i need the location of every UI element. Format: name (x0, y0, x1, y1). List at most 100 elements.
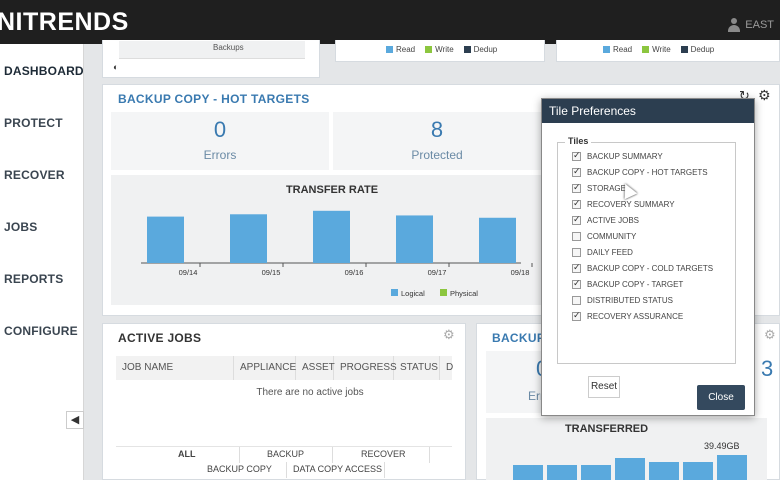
x-tick-label: 09/15 (262, 268, 281, 277)
nav-reports[interactable]: REPORTS (4, 272, 64, 286)
filter-recover[interactable]: RECOVER (361, 449, 406, 459)
logical-bar (396, 215, 433, 263)
tile-checkbox[interactable] (572, 232, 581, 241)
tile-checkbox[interactable] (572, 214, 581, 225)
tile-checkbox[interactable] (572, 310, 581, 321)
filter-all[interactable]: ALL (178, 449, 196, 459)
filter-backup-copy[interactable]: BACKUP COPY (207, 464, 272, 474)
logical-bar (479, 217, 516, 263)
tile-checkbox[interactable] (572, 296, 581, 305)
transferred-bar (615, 458, 645, 480)
legend-dedup-2: Dedup (680, 45, 714, 54)
empty-jobs-message: There are no active jobs (256, 387, 364, 398)
write-swatch (642, 46, 650, 53)
refresh-icon[interactable]: ↻ (739, 88, 750, 103)
top-bar: NITRENDS EAST (0, 0, 780, 44)
loading-icon: ◐ (113, 62, 119, 72)
storage-tile-strip: Read Write Dedup (335, 40, 545, 62)
settings-gear-icon[interactable]: ⚙ (758, 87, 771, 103)
backup-panel-title: BACKUP (492, 331, 546, 345)
tile-checkbox[interactable] (572, 262, 581, 273)
chart-title: TRANSFER RATE (286, 184, 378, 196)
tile-preferences-dialog: Tile Preferences Tiles BACKUP SUMMARY BAC… (541, 98, 755, 416)
reset-button[interactable]: Reset (588, 376, 620, 398)
logical-bar (230, 214, 267, 263)
col-progress[interactable]: PROGRESS (334, 356, 397, 380)
sidebar: DASHBOARD PROTECT RECOVER JOBS REPORTS C… (0, 44, 84, 480)
tile-option[interactable]: DAILY FEED (572, 248, 633, 257)
dedup-swatch (680, 46, 688, 53)
tile-option-label: COMMUNITY (587, 232, 637, 241)
transferred-bar (513, 465, 543, 480)
storage-legend: Read Write Dedup (386, 45, 497, 54)
tile-option[interactable]: ACTIVE JOBS (572, 214, 640, 225)
col-asset[interactable]: ASSET (296, 356, 335, 380)
tile-checkbox[interactable] (572, 166, 581, 177)
legend-write: Write (425, 45, 454, 54)
legend-read-2: Read (603, 45, 632, 54)
nav-configure[interactable]: CONFIGURE (4, 324, 78, 338)
tile-option[interactable]: COMMUNITY (572, 232, 636, 241)
settings-gear-icon[interactable]: ⚙ (443, 327, 455, 342)
legend-logical-label: Logical (401, 289, 425, 298)
tile-option[interactable]: DISTRIBUTED STATUS (572, 296, 673, 305)
tile-option[interactable]: STORAGE (572, 182, 626, 193)
tile-option[interactable]: RECOVERY ASSURANCE (572, 310, 684, 321)
legend-write-2: Write (642, 45, 671, 54)
transferred-bar (649, 462, 679, 480)
tile-checkbox[interactable] (572, 248, 581, 257)
transferred-bar (547, 465, 577, 480)
tile-option[interactable]: BACKUP COPY - COLD TARGETS (572, 262, 713, 273)
active-jobs-table-header: JOB NAME APPLIANCE ASSET PROGRESS STATUS… (116, 356, 454, 380)
transfer-rate-chart: TRANSFER RATE 09/14 09/15 09/16 09/17 09/18 Lo… (111, 175, 541, 305)
hot-targets-title: BACKUP COPY - HOT TARGETS (118, 92, 310, 106)
tile-option[interactable]: BACKUP COPY - HOT TARGETS (572, 166, 708, 177)
tile-option-label: RECOVERY ASSURANCE (587, 312, 684, 321)
dialog-title: Tile Preferences (542, 99, 754, 123)
tiles-group-label: Tiles (565, 136, 592, 146)
tile-option-label: BACKUP SUMMARY (587, 152, 663, 161)
active-jobs-title: ACTIVE JOBS (118, 331, 202, 345)
app-logo: NITRENDS (0, 8, 129, 36)
backup-summary-tile: Backups ◐ (102, 40, 320, 78)
logical-bar (147, 216, 184, 263)
transferred-chart: TRANSFERRED 39.49GB (486, 418, 767, 480)
logical-bar (313, 210, 350, 263)
col-job-name[interactable]: JOB NAME (116, 356, 234, 380)
nav-dashboard[interactable]: DASHBOARD (4, 64, 84, 78)
tile-option[interactable]: BACKUP SUMMARY (572, 150, 663, 161)
tile-checkbox[interactable] (572, 198, 581, 209)
backups-label: Backups (213, 43, 244, 52)
filter-backup[interactable]: BACKUP (267, 449, 305, 459)
nav-recover[interactable]: RECOVER (4, 168, 65, 182)
user-menu[interactable]: EAST (727, 18, 774, 32)
close-button[interactable]: Close (697, 385, 745, 410)
legend-physical-label: Physical (450, 289, 478, 298)
errors-stat[interactable]: 0 Errors (111, 112, 329, 170)
col-appliance[interactable]: APPLIANCE (234, 356, 296, 380)
tile-option[interactable]: BACKUP COPY - TARGET (572, 278, 683, 289)
tile-option-label: DAILY FEED (587, 248, 633, 257)
tile-option-label: STORAGE (587, 184, 626, 193)
tile-option-label: ACTIVE JOBS (587, 216, 640, 225)
collapse-sidebar-button[interactable]: ◀ (66, 411, 84, 429)
transferred-bar (683, 462, 713, 480)
filter-data-copy-access[interactable]: DATA COPY ACCESS (293, 464, 383, 474)
nav-protect[interactable]: PROTECT (4, 116, 63, 130)
dedup-swatch (463, 46, 471, 53)
protected-stat[interactable]: 8 Protected (333, 112, 541, 170)
tile-checkbox[interactable] (572, 150, 581, 161)
transfer-rate-svg: TRANSFER RATE 09/14 09/15 09/16 09/17 09/18 Lo… (141, 184, 533, 298)
nav-jobs[interactable]: JOBS (4, 220, 38, 234)
tile-checkbox[interactable] (572, 278, 581, 289)
tile-checkbox[interactable] (572, 182, 581, 193)
settings-gear-icon[interactable]: ⚙ (764, 327, 776, 342)
legend-physical-swatch (440, 289, 447, 296)
recovery-tile-strip: Read Write Dedup (556, 40, 780, 62)
backups-strip: Backups (119, 41, 305, 59)
col-d[interactable]: D (446, 362, 454, 373)
col-status[interactable]: STATUS (394, 356, 440, 380)
tile-option[interactable]: RECOVERY SUMMARY (572, 198, 675, 209)
transferred-bar (581, 465, 611, 480)
x-tick-label: 09/17 (428, 268, 447, 277)
